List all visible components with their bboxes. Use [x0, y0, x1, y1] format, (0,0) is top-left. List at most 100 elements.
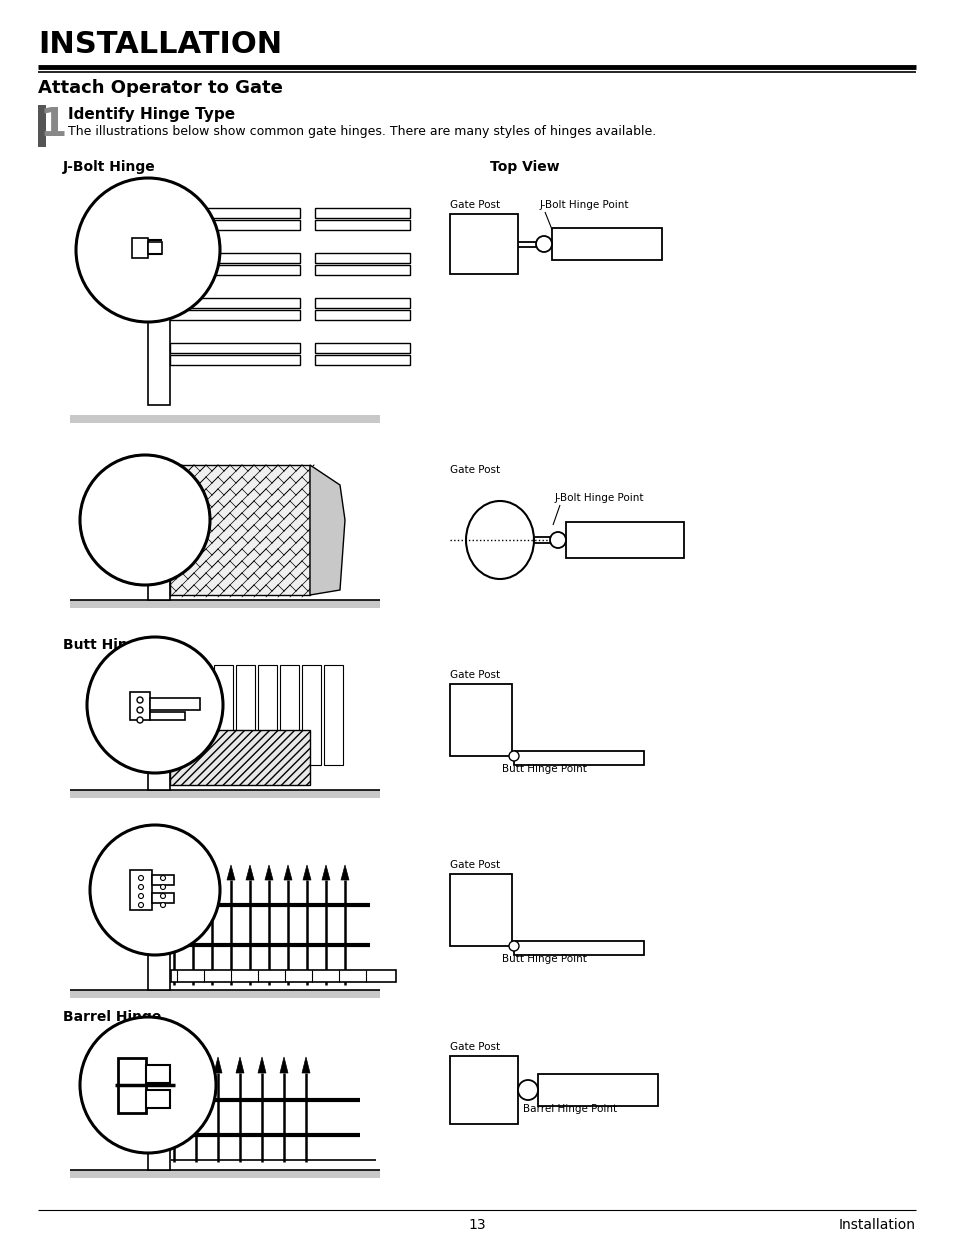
Bar [170, 220, 299, 230]
Bar [257, 664, 276, 764]
Bar [170, 253, 299, 263]
Text: Identify Hinge Type: Identify Hinge Type [68, 107, 234, 122]
Circle shape [160, 884, 165, 889]
Polygon shape [302, 1057, 310, 1073]
Circle shape [80, 454, 210, 585]
Bar [314, 207, 410, 219]
Bar [450, 1056, 517, 1124]
Bar [170, 298, 299, 308]
Text: 13: 13 [468, 1218, 485, 1233]
Bar [148, 840, 170, 990]
Bar [280, 664, 298, 764]
Circle shape [160, 893, 165, 899]
Polygon shape [280, 1057, 288, 1073]
Circle shape [509, 941, 518, 951]
Text: The illustrations below show common gate hinges. There are many styles of hinges: The illustrations below show common gate… [68, 125, 656, 138]
Bar [130, 869, 152, 910]
Bar [130, 692, 150, 720]
Bar [170, 343, 299, 353]
Bar [146, 1065, 170, 1083]
Text: Butt Hinge Point: Butt Hinge Point [501, 764, 586, 774]
Polygon shape [192, 1057, 200, 1073]
Circle shape [517, 1079, 537, 1100]
Bar [150, 698, 200, 710]
Bar [314, 354, 410, 366]
Polygon shape [284, 864, 292, 881]
Bar [514, 941, 643, 955]
Circle shape [138, 893, 143, 899]
Bar [450, 684, 512, 756]
Text: J-Bolt Hinge Point: J-Bolt Hinge Point [555, 493, 644, 503]
Text: J-Bolt Hinge: J-Bolt Hinge [63, 161, 155, 174]
Circle shape [138, 876, 143, 881]
Circle shape [137, 697, 143, 703]
Bar [170, 354, 299, 366]
Polygon shape [170, 864, 178, 881]
Circle shape [550, 532, 565, 548]
Bar [302, 664, 320, 764]
Polygon shape [322, 864, 330, 881]
Circle shape [137, 706, 143, 713]
Bar [70, 790, 379, 798]
Bar [70, 990, 379, 998]
Bar [152, 876, 173, 885]
Bar [70, 1170, 379, 1178]
Bar [148, 188, 170, 405]
Bar [38, 105, 46, 147]
Circle shape [160, 876, 165, 881]
Bar [552, 228, 661, 261]
Text: Gate Post: Gate Post [450, 200, 499, 210]
Bar [314, 266, 410, 275]
Bar [132, 238, 148, 258]
Polygon shape [340, 864, 349, 881]
Bar [314, 343, 410, 353]
Bar [314, 298, 410, 308]
Text: Gate Post: Gate Post [450, 1042, 499, 1052]
Bar [170, 310, 299, 320]
Bar [148, 1035, 170, 1170]
Bar [150, 713, 185, 720]
Bar [70, 600, 379, 608]
Polygon shape [246, 864, 253, 881]
Polygon shape [235, 1057, 244, 1073]
Bar [170, 207, 299, 219]
Text: Installation: Installation [838, 1218, 915, 1233]
Text: Top View: Top View [490, 161, 559, 174]
Bar [170, 266, 299, 275]
Ellipse shape [465, 501, 534, 579]
Circle shape [90, 825, 220, 955]
Circle shape [160, 903, 165, 908]
Bar [170, 730, 310, 785]
Bar [324, 664, 343, 764]
Bar [148, 659, 170, 790]
Polygon shape [170, 1057, 178, 1073]
Bar [213, 664, 233, 764]
Bar [118, 1058, 146, 1113]
Text: Butt Hinge: Butt Hinge [63, 638, 147, 652]
Text: Gate Post: Gate Post [450, 466, 499, 475]
Polygon shape [189, 864, 196, 881]
Bar [450, 214, 517, 274]
Bar [314, 253, 410, 263]
Bar [148, 459, 170, 600]
Bar [450, 874, 512, 946]
Text: 1: 1 [40, 106, 67, 144]
Bar [314, 220, 410, 230]
Bar [565, 522, 683, 558]
Bar [170, 664, 189, 764]
Circle shape [536, 236, 552, 252]
Circle shape [137, 718, 143, 722]
Bar [70, 415, 379, 424]
Bar [152, 893, 173, 903]
Text: Gate Post: Gate Post [450, 671, 499, 680]
Text: INSTALLATION: INSTALLATION [38, 30, 282, 59]
Circle shape [138, 903, 143, 908]
Polygon shape [227, 864, 234, 881]
Bar [148, 242, 162, 254]
Polygon shape [208, 864, 215, 881]
Circle shape [509, 751, 518, 761]
Bar [314, 310, 410, 320]
Bar [235, 664, 254, 764]
Bar [171, 969, 395, 982]
Polygon shape [257, 1057, 266, 1073]
